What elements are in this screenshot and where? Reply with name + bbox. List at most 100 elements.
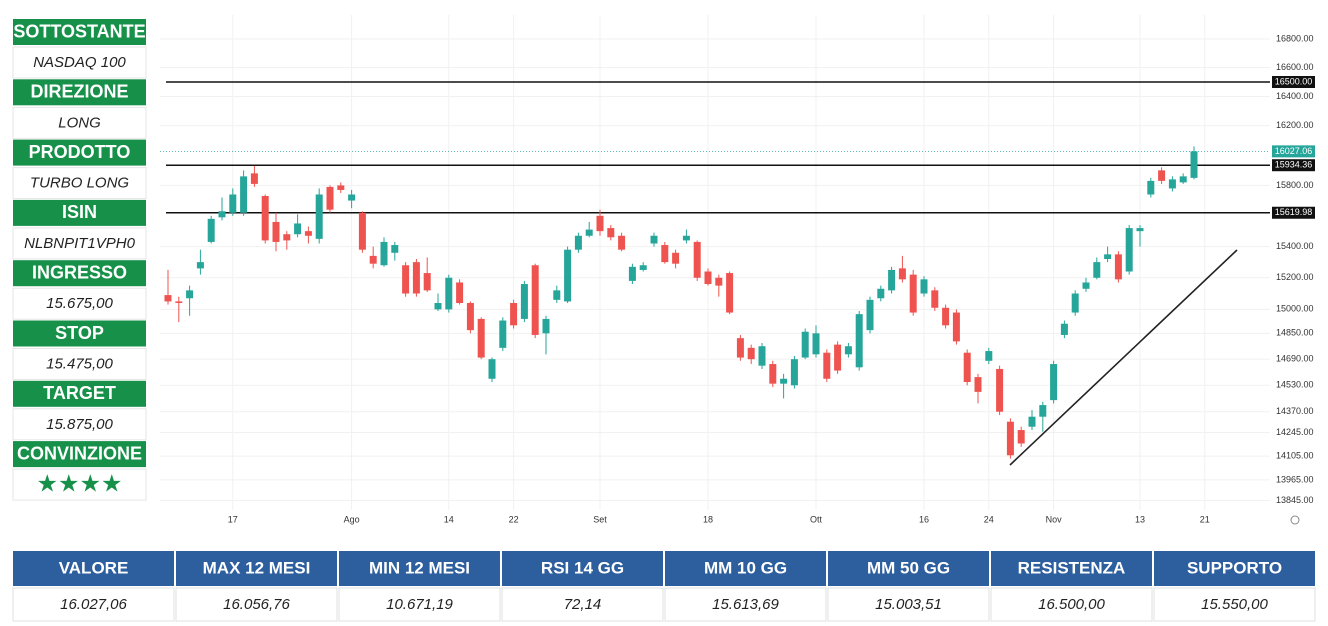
panel-value-bg [12,46,147,79]
candle-body [304,231,312,236]
x-tick-label: Ago [344,514,360,524]
candle-body [1071,293,1079,313]
candle-body [909,274,917,313]
candle-body [715,277,723,286]
panel-value: ★★★★ [36,470,122,497]
panel-header: STOP [55,323,104,343]
table-value: 10.671,19 [386,596,453,613]
candle-body [672,252,680,264]
candle-body [898,268,906,280]
table-header-bg [339,551,500,586]
candle-body [693,241,701,278]
panel-header: SOTTOSTANTE [13,21,145,41]
panel-value-bg [12,287,147,320]
panel-value-bg [12,408,147,441]
table-value: 15.550,00 [1201,596,1268,613]
x-tick-label: 14 [444,514,454,524]
candle-body [963,352,971,383]
candle-body [607,228,615,238]
level-label: 15619.98 [1275,207,1313,217]
table-value-bg [1153,587,1316,622]
candle-body [1093,262,1101,278]
candle-body [240,176,248,213]
candle-body [1168,179,1176,189]
level-box [1272,76,1315,89]
candle-body [477,318,485,358]
table-header-bg [1154,551,1315,586]
y-tick-label: 14245.00 [1276,427,1314,437]
panel-header-bg [13,79,146,106]
table-value: 72,14 [564,596,602,613]
panel-header: INGRESSO [32,262,127,282]
panel-header-bg [13,19,146,45]
candle-body [920,279,928,294]
candle-body [175,301,183,304]
candle-body [542,318,550,334]
candle-body [855,314,863,368]
panel-value: NASDAQ 100 [33,54,126,71]
panel-header-bg [13,441,146,468]
table-value: 15.613,69 [712,596,779,613]
panel-header-bg [13,380,146,407]
candle-body [218,211,226,218]
settings-icon[interactable] [1290,515,1300,525]
candle-body [661,245,669,263]
candle-body [877,288,885,299]
candle-body [348,194,356,201]
candle-body [520,284,528,319]
candle-body [1082,282,1090,289]
panel-value: 15.475,00 [46,355,113,372]
chart-area [150,10,1318,530]
table-header: MAX 12 MESI [203,558,311,577]
candle-body [456,282,464,304]
candle-body [974,377,982,392]
candle-body [510,303,518,326]
table-header: MIN 12 MESI [369,558,470,577]
candle-body [488,359,496,379]
table-header: RSI 14 GG [541,558,624,577]
candle-body [466,303,474,331]
y-tick-label: 14530.00 [1276,380,1314,390]
table-value: 16.027,06 [60,596,127,613]
candle-body [823,352,831,379]
candle-body [315,194,323,239]
candle-body [704,271,712,285]
x-tick-label: 17 [228,514,238,524]
y-tick-label: 15800.00 [1276,180,1314,190]
panel-header-bg [13,320,146,347]
candle-body [812,333,820,355]
candle-body [358,212,366,250]
y-tick-label: 14370.00 [1276,406,1314,416]
candle-body [499,320,507,348]
panel-header-bg [13,139,146,166]
y-tick-label: 13845.00 [1276,495,1314,505]
panel-header-bg [13,260,146,287]
y-tick-label: 14850.00 [1276,328,1314,338]
panel-value: TURBO LONG [30,175,130,192]
y-tick-label: 13965.00 [1276,474,1314,484]
candle-body [844,346,852,355]
y-tick-label: 14690.00 [1276,354,1314,364]
candle-body [952,312,960,342]
candle-body [801,331,809,358]
x-tick-label: Ott [810,514,823,524]
x-tick-label: 24 [984,514,994,524]
candle-body [834,344,842,371]
table-header-bg [502,551,663,586]
candle-body [628,266,636,281]
y-tick-label: 16800.00 [1276,33,1314,43]
candle-body [1017,430,1025,444]
candle-body [682,235,690,241]
x-tick-label: 18 [703,514,713,524]
y-tick-label: 16200.00 [1276,120,1314,130]
level-label: 15934.36 [1275,160,1313,170]
candle-body [996,368,1004,412]
candle-body [553,290,561,300]
candle-body [618,235,626,250]
trend-line [1009,249,1238,466]
candle-body [229,194,237,213]
candle-body [531,265,539,335]
last-price-label: 16027.06 [1275,146,1313,156]
panel-value: LONG [58,114,101,131]
candle-body [639,265,647,270]
